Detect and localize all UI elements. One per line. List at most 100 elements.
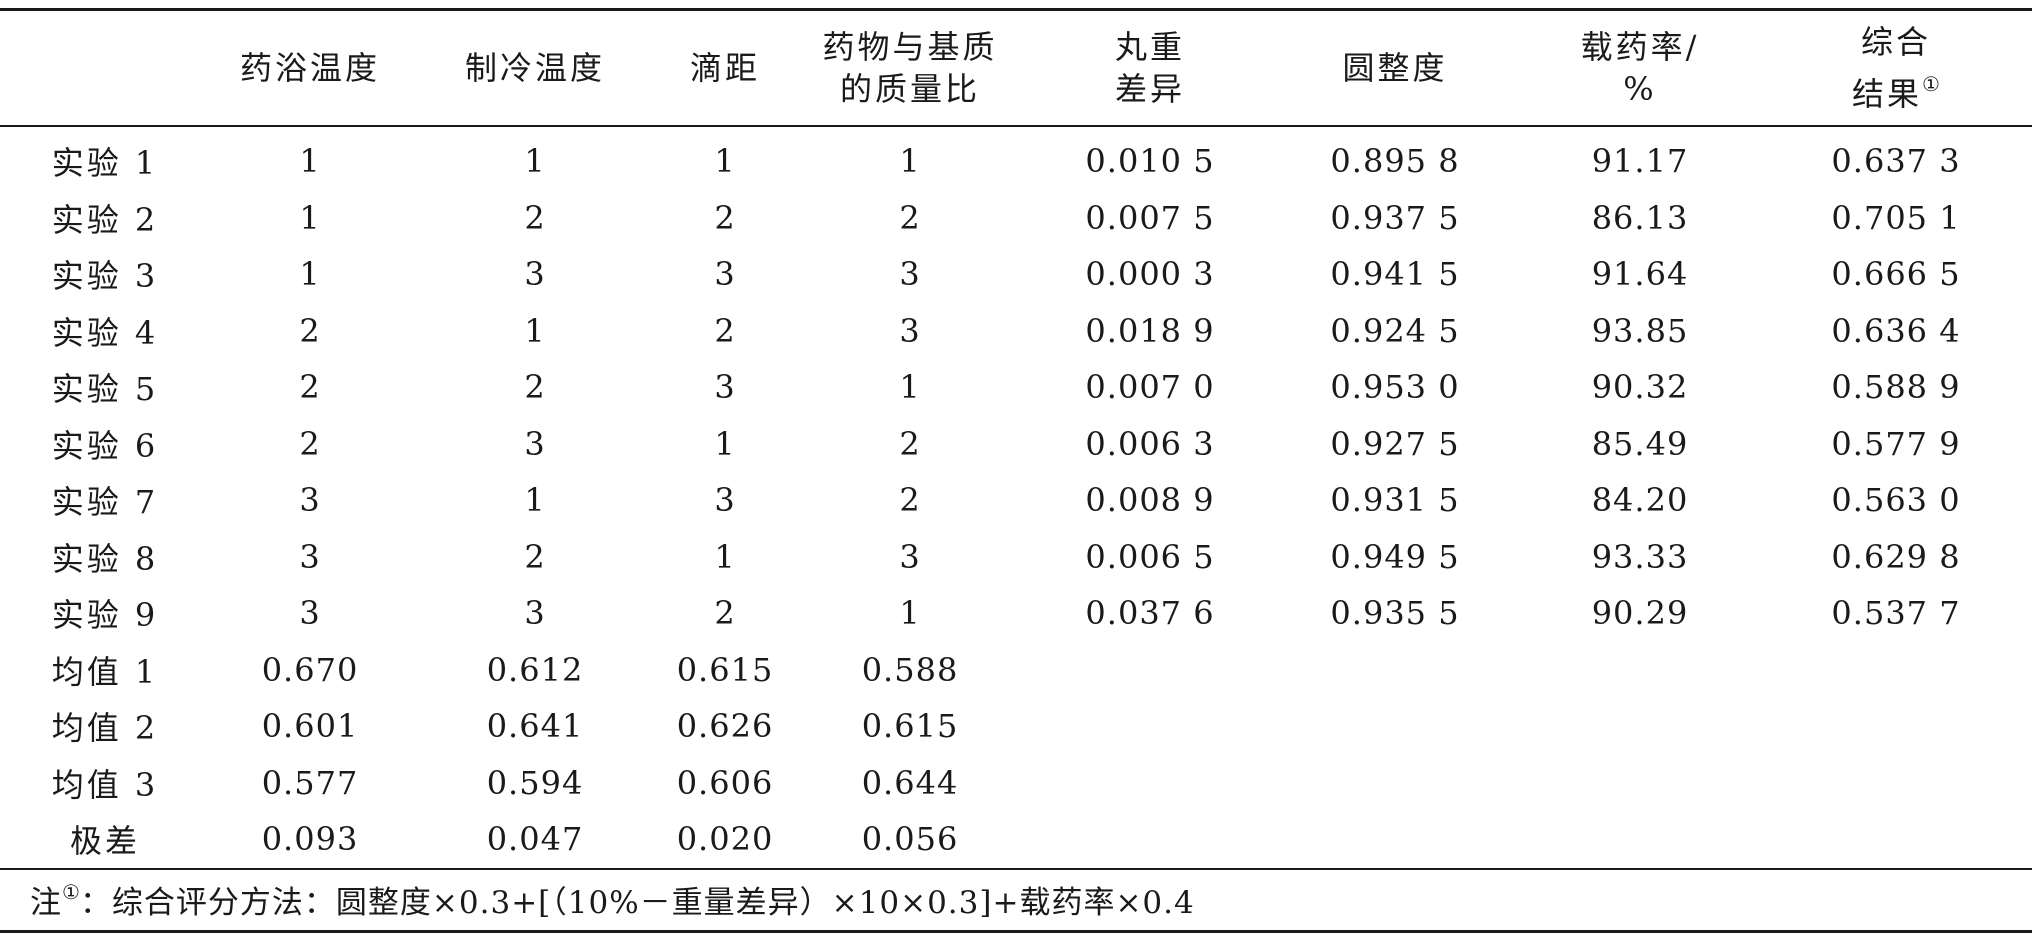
table-cell: 0.924 5 — [1330, 311, 1460, 350]
table-cell: 3 — [714, 481, 736, 520]
footnote-text: ：综合评分方法：圆整度×0.3+[（10%－重量差异）×10×0.3]+载药率×… — [79, 885, 1195, 921]
table-cell: 1 — [714, 424, 736, 463]
table-cell: 0.006 3 — [1085, 424, 1215, 463]
table-cell: 0.594 — [486, 763, 584, 802]
table-row: 实验 9 3 3 2 1 0.037 6 0.935 5 90.29 0.537 7 — [0, 585, 2032, 642]
row-label-cell: 实验 8 — [51, 539, 159, 578]
footnote-cell: 注①：综合评分方法：圆整度×0.3+[（10%－重量差异）×10×0.3]+载药… — [0, 867, 2032, 933]
table-cell: 0.626 — [676, 707, 774, 746]
table-cell: 0.615 — [676, 650, 774, 689]
table-cell: 0.666 5 — [1831, 255, 1961, 294]
table-cell — [1270, 698, 1520, 755]
table-cell — [1270, 811, 1520, 869]
row-label-cell: 实验 6 — [51, 426, 159, 465]
table-row: 实验 4 2 1 2 3 0.018 9 0.924 5 93.85 0.636 4 — [0, 303, 2032, 360]
table-cell: 1 — [299, 255, 321, 294]
table-cell: 0.895 8 — [1330, 142, 1460, 181]
table-cell: 2 — [299, 368, 321, 407]
header-text: 药浴温度 — [239, 49, 380, 87]
table-cell: 3 — [899, 255, 921, 294]
table-cell: 3 — [899, 537, 921, 576]
table-cell: 91.17 — [1591, 142, 1689, 181]
table-cell: 2 — [714, 311, 736, 350]
table-row: 实验 6 2 3 1 2 0.006 3 0.927 5 85.49 0.577 9 — [0, 416, 2032, 473]
table-cell: 2 — [524, 537, 546, 576]
table-header-row: 药浴温度 制冷温度 滴距 药物与基质 的质量比 丸重 差异 圆整度 载药率/ %… — [0, 8, 2032, 127]
table-cell: 2 — [524, 368, 546, 407]
table-cell: 2 — [899, 424, 921, 463]
table-cell — [1760, 755, 2032, 812]
table-cell: 2 — [299, 424, 321, 463]
table-cell: 1 — [524, 311, 546, 350]
table-cell: 0.606 — [676, 763, 774, 802]
table-cell: 2 — [899, 198, 921, 237]
table-cell: 0.641 — [486, 707, 584, 746]
header-cell-bath-temperature: 药浴温度 — [210, 8, 410, 127]
table-cell: 0.020 — [676, 820, 774, 859]
table-row: 极差 0.093 0.047 0.020 0.056 — [0, 811, 2032, 869]
table-cell — [1030, 698, 1270, 755]
table-cell: 3 — [524, 594, 546, 633]
table-cell: 0.949 5 — [1330, 537, 1460, 576]
table-cell: 0.636 4 — [1831, 311, 1961, 350]
table-cell: 93.33 — [1591, 537, 1689, 576]
table-cell: 0.612 — [486, 650, 584, 689]
table-cell: 0.007 0 — [1085, 368, 1215, 407]
header-text-line-2: 差异 — [1114, 70, 1185, 108]
table-cell: 0.093 — [261, 820, 359, 859]
row-label-cell: 实验 4 — [51, 313, 159, 352]
table-row: 实验 8 3 2 1 3 0.006 5 0.949 5 93.33 0.629 8 — [0, 529, 2032, 586]
header-cell-overall-result: 综合 结果① — [1760, 8, 2032, 127]
table-row: 实验 2 1 2 2 2 0.007 5 0.937 5 86.13 0.705 1 — [0, 190, 2032, 247]
table-cell — [1030, 642, 1270, 699]
table-cell: 0.937 5 — [1330, 198, 1460, 237]
table-cell: 0.637 3 — [1831, 142, 1961, 181]
table-cell: 0.705 1 — [1831, 198, 1961, 237]
table-cell: 0.006 5 — [1085, 537, 1215, 576]
table-cell: 0.615 — [861, 707, 959, 746]
table-row: 实验 3 1 3 3 3 0.000 3 0.941 5 91.64 0.666 5 — [0, 246, 2032, 303]
table-cell: 0.010 5 — [1085, 142, 1215, 181]
row-label-cell: 实验 7 — [51, 483, 159, 522]
table-cell: 3 — [299, 537, 321, 576]
table-cell: 3 — [714, 255, 736, 294]
table-cell: 0.037 6 — [1085, 594, 1215, 633]
footnote-prefix: 注 — [30, 885, 62, 921]
table-cell: 0.577 — [261, 763, 359, 802]
table-cell: 0.953 0 — [1330, 368, 1460, 407]
table-cell: 0.935 5 — [1330, 594, 1460, 633]
table-cell: 1 — [899, 594, 921, 633]
table-cell — [1760, 811, 2032, 869]
table-cell: 0.629 8 — [1831, 537, 1961, 576]
table-cell: 0.047 — [486, 820, 584, 859]
header-text-line-2: 的质量比 — [839, 70, 980, 108]
table-cell: 0.644 — [861, 763, 959, 802]
table-cell: 86.13 — [1591, 198, 1689, 237]
footnote-mark: ① — [1922, 72, 1940, 96]
table-cell: 91.64 — [1591, 255, 1689, 294]
table-cell: 1 — [299, 142, 321, 181]
footnote-mark: ① — [62, 880, 80, 904]
header-cell-cooling-temperature: 制冷温度 — [410, 8, 660, 127]
header-cell-drug-matrix-ratio: 药物与基质 的质量比 — [790, 8, 1030, 127]
table-cell: 3 — [714, 368, 736, 407]
header-cell-drop-distance: 滴距 — [660, 8, 790, 127]
row-label-cell: 极差 — [69, 822, 140, 861]
table-cell: 3 — [299, 594, 321, 633]
table-cell: 0.931 5 — [1330, 481, 1460, 520]
table-cell: 3 — [899, 311, 921, 350]
table-cell: 2 — [299, 311, 321, 350]
table-row: 实验 1 1 1 1 1 0.010 5 0.895 8 91.17 0.637 3 — [0, 126, 2032, 190]
table-cell: 85.49 — [1591, 424, 1689, 463]
table-cell — [1520, 755, 1760, 812]
table-cell: 84.20 — [1591, 481, 1689, 520]
table-cell: 0.018 9 — [1085, 311, 1215, 350]
table-cell: 0.670 — [261, 650, 359, 689]
table-cell: 1 — [299, 198, 321, 237]
row-label-cell: 实验 9 — [51, 596, 159, 635]
table-cell: 0.927 5 — [1330, 424, 1460, 463]
table-cell — [1760, 698, 2032, 755]
orthogonal-experiment-table: 药浴温度 制冷温度 滴距 药物与基质 的质量比 丸重 差异 圆整度 载药率/ %… — [0, 8, 2032, 933]
table-row: 均值 1 0.670 0.612 0.615 0.588 — [0, 642, 2032, 699]
